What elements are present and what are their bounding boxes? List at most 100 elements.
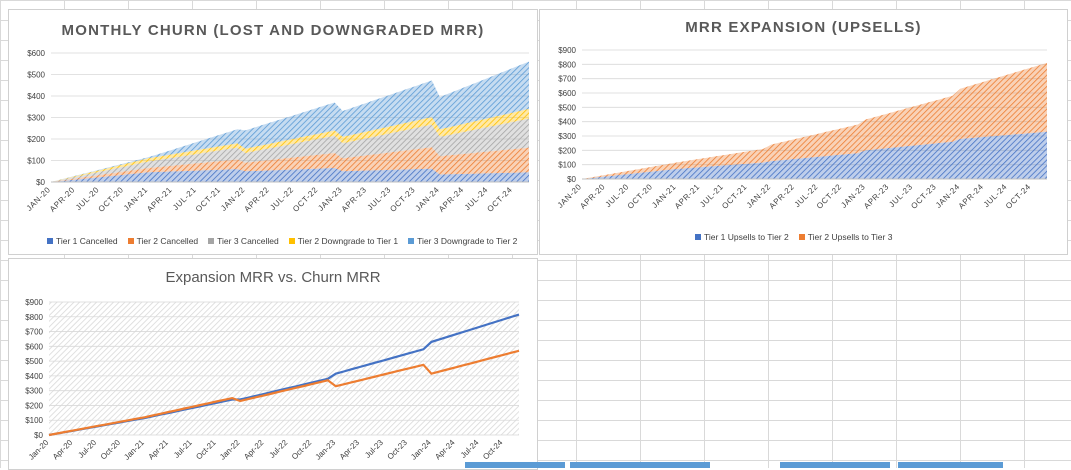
legend-label: Tier 1 Upsells to Tier 2: [704, 232, 789, 242]
legend-item: Tier 1 Cancelled: [47, 236, 118, 246]
churn-chart-panel[interactable]: MONTHLY CHURN (LOST AND DOWNGRADED MRR) …: [8, 9, 538, 255]
legend-swatch: [408, 238, 415, 244]
x-tick-label: Jan-20: [27, 438, 51, 462]
x-tick-label: Jul-21: [172, 438, 194, 460]
expansion-chart-plot: $0$100$200$300$400$500$600$700$800$900JA…: [556, 46, 1047, 211]
legend-label: Tier 1 Cancelled: [56, 236, 118, 246]
chart-legend: Tier 1 Upsells to Tier 2 Tier 2 Upsells t…: [695, 232, 892, 242]
legend-item: Tier 1 Upsells to Tier 2: [695, 232, 789, 242]
x-tick-label: Oct-20: [99, 438, 123, 462]
y-tick-label: $600: [27, 49, 45, 58]
y-tick-label: $500: [558, 103, 576, 112]
x-tick-label: APR-22: [767, 182, 796, 211]
x-tick-label: APR-24: [437, 185, 466, 214]
x-tick-label: APR-23: [862, 182, 891, 211]
x-tick-label: Apr-22: [242, 438, 266, 462]
x-tick-label: OCT-24: [1004, 182, 1033, 211]
area-series-1: [582, 131, 1047, 179]
x-tick-label: OCT-21: [720, 182, 749, 211]
y-tick-label: $0: [36, 178, 45, 187]
x-tick-label: Jul-23: [363, 438, 385, 460]
y-tick-label: $500: [25, 357, 43, 366]
area-series-4: [51, 108, 529, 182]
x-tick-label: Jan-22: [218, 438, 242, 462]
y-tick-label: $100: [27, 157, 45, 166]
x-tick-label: OCT-23: [909, 182, 938, 211]
x-tick-label: OCT-22: [815, 182, 844, 211]
legend-swatch: [288, 238, 295, 244]
x-tick-label: APR-23: [340, 185, 369, 214]
legend-label: Tier 2 Downgrade to Tier 1: [297, 236, 399, 246]
y-tick-label: $100: [558, 161, 576, 170]
legend-swatch: [127, 238, 134, 244]
x-tick-label: OCT-23: [388, 185, 417, 214]
legend-swatch: [208, 238, 215, 244]
y-tick-label: $600: [558, 89, 576, 98]
y-tick-label: $500: [27, 71, 45, 80]
legend-item: Tier 3 Downgrade to Tier 2: [408, 236, 517, 246]
x-tick-label: APR-21: [145, 185, 174, 214]
x-tick-label: Jul-24: [459, 438, 481, 460]
y-tick-label: $800: [558, 60, 576, 69]
x-tick-label: OCT-22: [291, 185, 320, 214]
x-tick-label: OCT-21: [194, 185, 223, 214]
x-tick-label: OCT-20: [97, 185, 126, 214]
chart-title: MONTHLY CHURN (LOST AND DOWNGRADED MRR): [61, 22, 485, 39]
x-tick-label: Jan-23: [314, 438, 338, 462]
x-tick-label: Oct-22: [290, 438, 314, 462]
expansion-chart-panel[interactable]: MRR EXPANSION (UPSELLS) $0 $100 $200 $300 $4…: [539, 9, 1068, 255]
y-tick-label: $900: [558, 46, 576, 55]
line-series-2: [48, 349, 520, 437]
legend-swatch: [798, 234, 805, 240]
y-tick-label: $800: [25, 313, 43, 322]
x-tick-label: Apr-21: [147, 438, 171, 462]
y-tick-label: $400: [27, 92, 45, 101]
x-tick-label: APR-20: [48, 185, 77, 214]
y-tick-label: $0: [34, 431, 43, 440]
x-tick-label: Oct-24: [481, 438, 505, 462]
y-tick-label: $700: [25, 328, 43, 337]
y-tick-label: $900: [25, 298, 43, 307]
x-tick-label: OCT-20: [626, 182, 655, 211]
chart-legend: Tier 1 Cancelled Tier 2 Cancelled Tier 3 C…: [47, 236, 517, 246]
x-tick-label: APR-22: [242, 185, 271, 214]
x-tick-label: Apr-24: [433, 438, 457, 462]
x-tick-label: Apr-23: [338, 438, 362, 462]
x-tick-label: APR-24: [957, 182, 986, 211]
area-series-3: [51, 118, 529, 182]
legend-label: Tier 3 Cancelled: [217, 236, 279, 246]
sheet-tab-strip[interactable]: [465, 462, 565, 468]
area-series-2: [51, 147, 529, 182]
y-tick-label: $400: [558, 118, 576, 127]
x-tick-label: Jan-21: [122, 438, 146, 462]
x-tick-label: Apr-20: [51, 438, 75, 462]
y-tick-label: $300: [558, 132, 576, 141]
expansion-vs-churn-plot: $0 $100 $200 $300 $400 $500 $600 $700 $800 $900 Ja…: [25, 298, 520, 462]
legend-label: Tier 3 Downgrade to Tier 2: [417, 236, 518, 246]
chart-title: Expansion MRR vs. Churn MRR: [165, 269, 381, 286]
y-tick-label: $200: [25, 401, 43, 410]
plot-area-hatch: [49, 302, 519, 435]
legend-swatch: [695, 234, 701, 240]
y-tick-label: $0: [567, 175, 576, 184]
sheet-tab-strip[interactable]: [570, 462, 710, 468]
x-tick-label: Jul-20: [76, 438, 98, 460]
x-tick-label: Jan-24: [409, 438, 433, 462]
sheet-tab-strip[interactable]: [898, 462, 1003, 468]
x-tick-label: Oct-21: [194, 438, 218, 462]
x-tick-label: Oct-23: [386, 438, 410, 462]
x-tick-label: APR-20: [578, 182, 607, 211]
y-tick-label: $300: [25, 387, 43, 396]
legend-item: Tier 2 Downgrade to Tier 1: [288, 236, 399, 246]
sheet-tab-strip[interactable]: [780, 462, 890, 468]
churn-chart-plot: $0$100$200$300$400$500$600JAN-20APR-20JU…: [25, 49, 529, 214]
legend-label: Tier 2 Cancelled: [136, 236, 199, 246]
y-tick-label: $300: [27, 114, 45, 123]
x-tick-label: OCT-24: [485, 185, 514, 214]
expansion-vs-churn-chart-panel[interactable]: Expansion MRR vs. Churn MRR $0 $100 $200 $3…: [8, 258, 538, 470]
x-tick-label: Jul-22: [268, 438, 290, 460]
area-series-2: [582, 62, 1047, 179]
legend-item: Tier 2 Cancelled: [127, 236, 199, 246]
y-tick-label: $600: [25, 342, 43, 351]
y-tick-label: $400: [25, 372, 43, 381]
